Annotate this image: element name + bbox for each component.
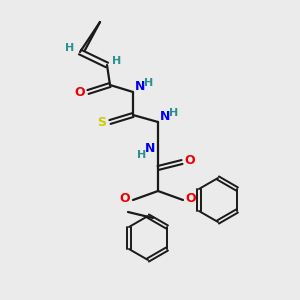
Text: H: H [65, 43, 75, 53]
Text: H: H [137, 150, 147, 160]
Text: O: O [75, 85, 85, 98]
Text: N: N [160, 110, 170, 124]
Text: H: H [112, 56, 122, 66]
Text: S: S [98, 116, 106, 128]
Text: N: N [135, 80, 145, 94]
Text: N: N [145, 142, 155, 155]
Text: H: H [169, 108, 178, 118]
Text: O: O [120, 191, 130, 205]
Text: H: H [144, 78, 154, 88]
Text: O: O [185, 154, 195, 166]
Text: O: O [186, 191, 196, 205]
